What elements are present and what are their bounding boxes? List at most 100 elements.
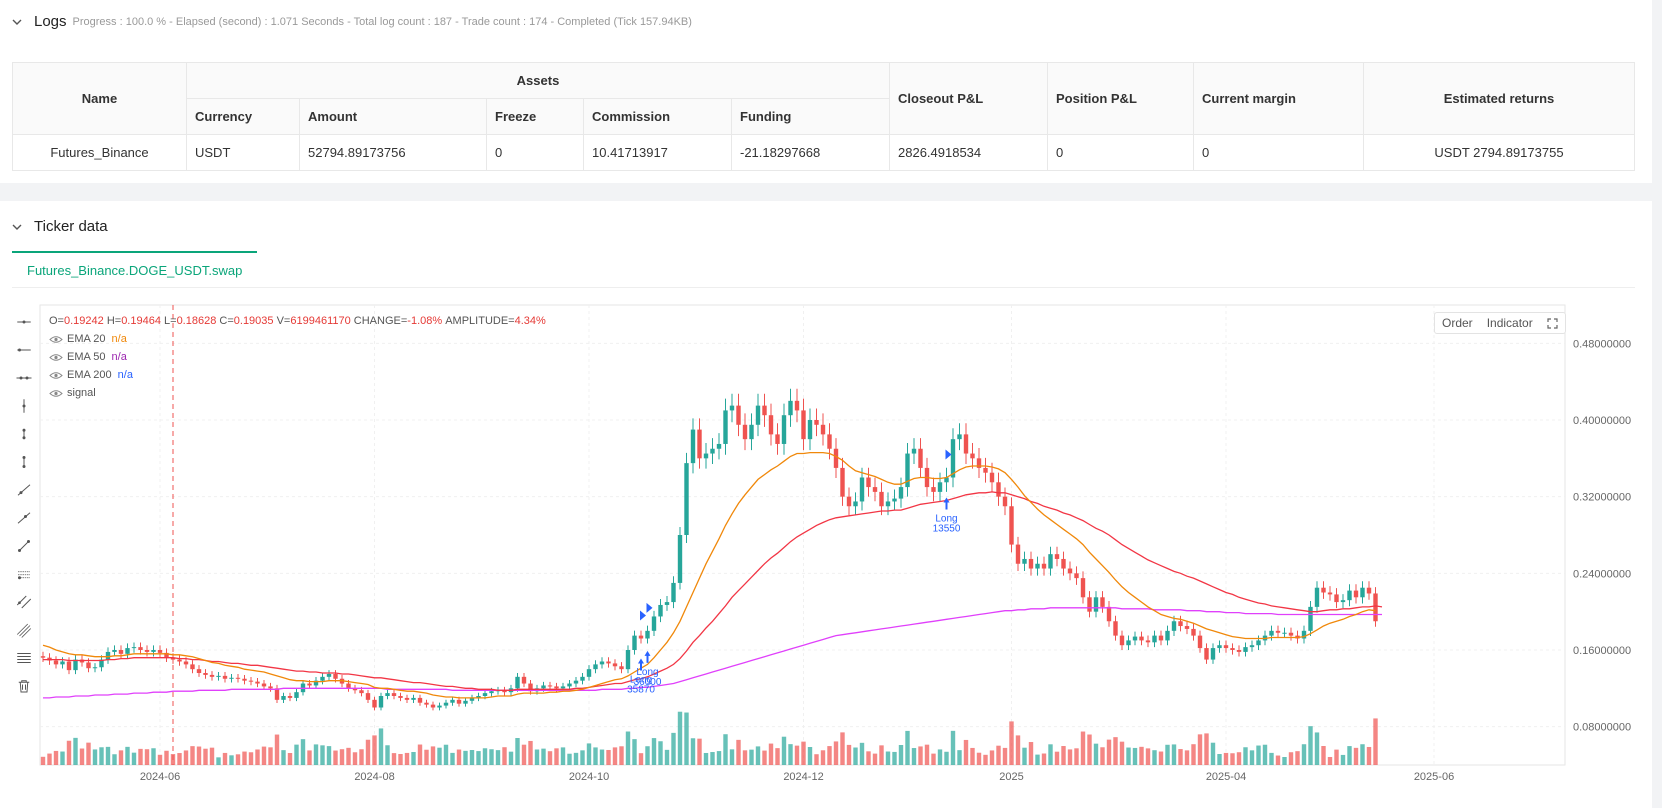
volume-bar	[502, 747, 507, 765]
indicator-button[interactable]: Indicator	[1486, 316, 1533, 330]
ticker-header[interactable]: Ticker data	[12, 218, 108, 235]
candle-body	[755, 405, 761, 425]
volume-bar	[827, 746, 832, 765]
pitchfork-icon[interactable]	[12, 616, 36, 644]
indicator-name: EMA 200	[67, 369, 112, 381]
tab-divider	[12, 287, 1635, 288]
order-button[interactable]: Order	[1442, 316, 1473, 330]
fib-icon[interactable]	[12, 560, 36, 588]
volume-bar	[534, 749, 540, 765]
long-arrow-icon	[644, 650, 651, 663]
candle-body	[807, 420, 813, 440]
volume-bar	[157, 754, 163, 765]
candle-body	[190, 664, 195, 670]
candle-body	[372, 699, 377, 708]
trash-icon[interactable]	[12, 672, 36, 700]
y-tick-label: 0.40000000	[1573, 415, 1631, 427]
candle-body	[528, 683, 533, 692]
volume-bar	[651, 738, 657, 765]
ray-icon[interactable]	[12, 336, 36, 364]
volume-bar	[138, 748, 143, 765]
vertical-line-icon[interactable]	[12, 392, 36, 420]
parallel-channel-icon[interactable]	[12, 588, 36, 616]
volume-bar	[268, 747, 273, 765]
vertical-segment-icon[interactable]	[12, 420, 36, 448]
indicator-row[interactable]: signal	[49, 384, 546, 402]
candle-body	[931, 487, 936, 492]
volume-bar	[437, 747, 442, 765]
volume-bar	[684, 712, 689, 765]
candle-body	[209, 674, 215, 677]
volume-bar	[918, 746, 923, 765]
indicator-row[interactable]: EMA 50 n/a	[49, 348, 546, 366]
tab-doge-usdt[interactable]: Futures_Binance.DOGE_USDT.swap	[12, 251, 258, 287]
volume-bar	[1262, 744, 1268, 765]
candle-body	[1113, 621, 1118, 636]
cell-currency: USDT	[186, 134, 300, 171]
l-label: L=	[164, 315, 177, 327]
eye-icon[interactable]	[49, 353, 63, 362]
header-commission: Commission	[583, 98, 732, 135]
horizontal-lines-icon[interactable]	[12, 644, 36, 672]
volume-bar	[92, 749, 98, 765]
vertical-ray-icon[interactable]	[12, 448, 36, 476]
eye-icon[interactable]	[49, 389, 63, 398]
candle-body	[1054, 554, 1060, 559]
candle-body	[320, 676, 325, 681]
signal-flag-icon	[646, 602, 653, 613]
logs-header[interactable]: Logs Progress : 100.0 % - Elapsed (secon…	[12, 13, 692, 30]
header-currency: Currency	[186, 98, 300, 135]
volume-bar	[216, 757, 221, 765]
cell-returns: USDT 2794.89173755	[1363, 134, 1635, 171]
trend-line-icon[interactable]	[12, 476, 36, 504]
candle-body	[963, 434, 969, 454]
volume-bar	[1002, 747, 1008, 765]
volume-bar	[326, 746, 332, 765]
indicator-row[interactable]: EMA 200 n/a	[49, 366, 546, 384]
volume-bar	[1230, 753, 1235, 765]
candle-body	[352, 688, 358, 691]
signal-flag-icon	[945, 449, 952, 460]
candle-body	[716, 443, 722, 449]
candle-body	[1230, 648, 1235, 650]
candle-body	[177, 659, 182, 662]
volume-bar	[105, 746, 111, 765]
chevron-down-icon[interactable]	[12, 222, 22, 232]
volume-bar	[944, 751, 949, 765]
y-tick-label: 0.16000000	[1573, 645, 1631, 657]
o-label: O=	[49, 315, 64, 327]
segment-icon[interactable]	[12, 532, 36, 560]
arrow-line-icon[interactable]	[12, 504, 36, 532]
volume-bar	[1314, 732, 1320, 765]
candle-body	[690, 429, 696, 464]
volume-bar	[931, 753, 936, 765]
signal-label: Long	[636, 667, 658, 678]
ticker-title: Ticker data	[34, 218, 108, 235]
candle-body	[274, 688, 280, 700]
volume-bar	[294, 744, 299, 765]
chevron-down-icon[interactable]	[12, 17, 22, 27]
volume-bar	[937, 749, 943, 765]
indicator-row[interactable]: EMA 20 n/a	[49, 330, 546, 348]
fullscreen-icon[interactable]	[1540, 313, 1565, 333]
volume-bar	[547, 751, 553, 765]
indicator-name: EMA 50	[67, 351, 106, 363]
indicator-value: n/a	[117, 369, 133, 381]
volume-bar	[794, 745, 800, 765]
eye-icon[interactable]	[49, 371, 63, 380]
volume-bar	[521, 744, 527, 765]
eye-icon[interactable]	[49, 335, 63, 344]
candle-body	[599, 661, 605, 665]
candle-body	[703, 453, 709, 459]
x-tick-label: 2024-06	[140, 771, 180, 783]
volume-bar	[1074, 748, 1079, 765]
candle-body	[294, 692, 299, 698]
h-value: 0.19464	[121, 315, 161, 327]
candle-body	[710, 448, 715, 454]
horizontal-line-icon[interactable]	[12, 308, 36, 336]
candle-body	[1308, 606, 1313, 631]
ema20-line	[42, 451, 1376, 699]
candle-body	[560, 686, 566, 689]
extended-line-icon[interactable]	[12, 364, 36, 392]
